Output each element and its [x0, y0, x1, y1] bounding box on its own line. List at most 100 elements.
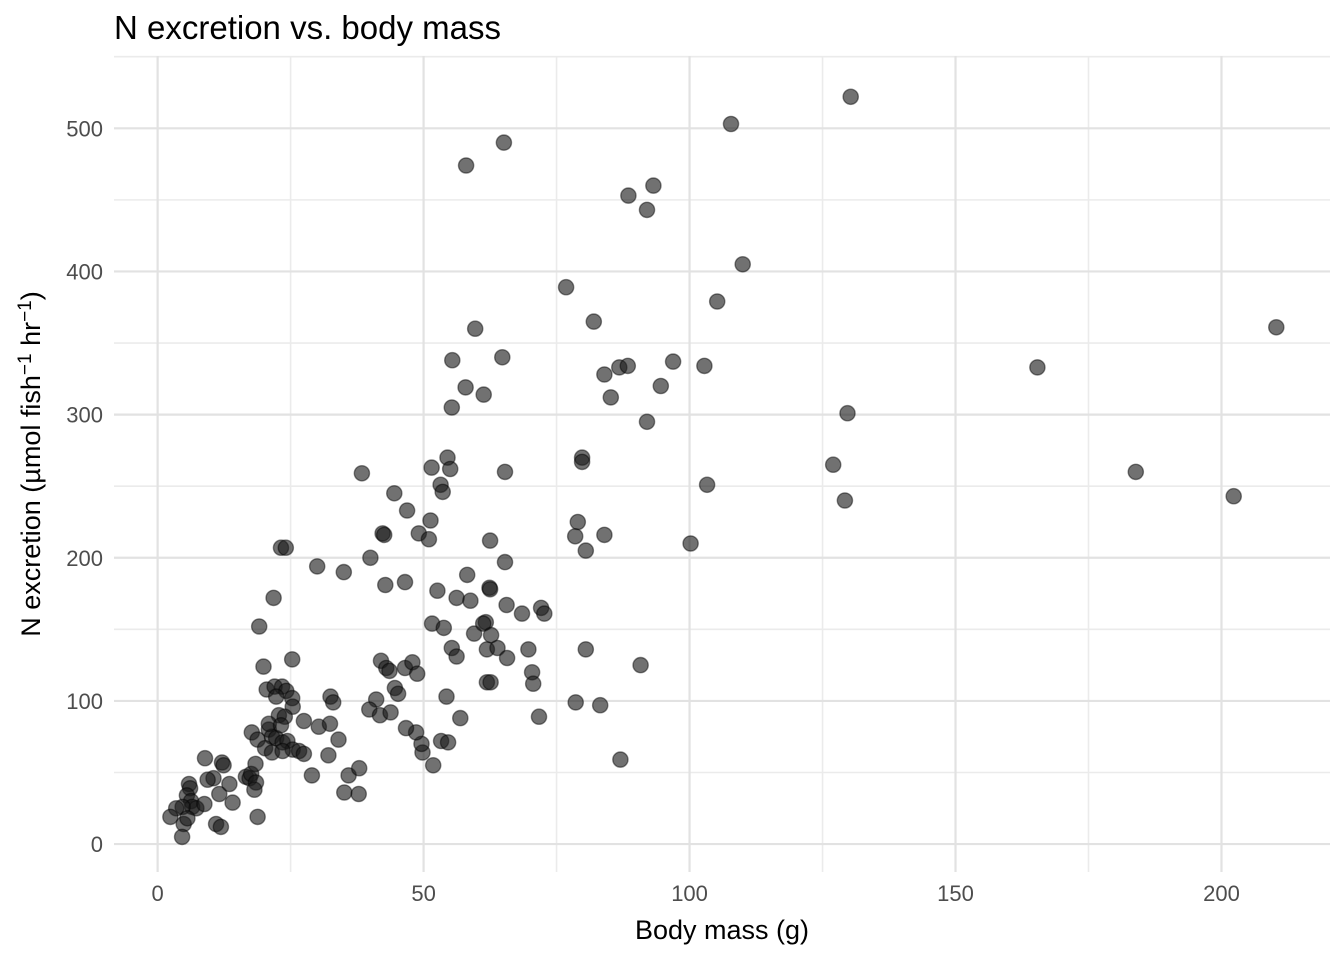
data-point: [443, 351, 461, 369]
data-point: [489, 639, 506, 657]
data-point: [422, 512, 439, 529]
data-point: [567, 694, 585, 711]
x-axis-title: Body mass (g): [635, 915, 809, 945]
data-point: [443, 399, 461, 416]
data-point: [457, 379, 474, 396]
y-tick-label: 400: [66, 259, 103, 284]
data-point: [247, 755, 264, 773]
data-point: [536, 605, 553, 622]
data-point: [179, 810, 196, 827]
data-point: [335, 563, 353, 581]
data-point: [481, 581, 499, 598]
x-tick-label: 50: [411, 881, 435, 906]
data-point: [708, 293, 726, 310]
data-point: [277, 539, 295, 557]
data-point: [396, 573, 414, 591]
data-point: [397, 719, 415, 737]
data-point: [308, 558, 326, 575]
data-point: [577, 542, 595, 559]
data-point: [381, 662, 398, 680]
data-point: [836, 492, 854, 509]
data-point: [457, 157, 475, 174]
y-axis-title: N excretion (µmol fish−1 hr−1): [15, 291, 46, 637]
data-point: [250, 618, 268, 635]
data-point: [481, 532, 499, 549]
data-point: [173, 828, 191, 846]
data-point: [493, 348, 511, 366]
data-point: [466, 320, 484, 338]
data-point: [255, 658, 272, 675]
data-point: [474, 615, 492, 632]
data-point: [557, 278, 575, 296]
x-tick-label: 100: [671, 881, 708, 906]
data-point: [498, 596, 515, 614]
data-point: [196, 795, 213, 813]
data-point: [842, 88, 860, 106]
gridlines-major: [114, 56, 1330, 872]
data-point: [448, 589, 465, 607]
data-point: [340, 767, 357, 784]
data-point: [295, 745, 313, 763]
data-point: [596, 366, 613, 383]
data-point: [645, 177, 662, 194]
data-point: [496, 553, 514, 571]
data-point: [566, 528, 584, 545]
data-point: [424, 757, 442, 774]
data-point: [577, 641, 595, 658]
data-point: [199, 771, 216, 789]
y-tick-labels: 0 100 200 300 400 500: [66, 116, 103, 857]
data-point: [249, 808, 266, 826]
data-point: [682, 535, 699, 552]
data-point: [162, 808, 179, 826]
data-point: [303, 767, 321, 784]
data-point: [330, 731, 347, 748]
data-point: [376, 576, 394, 594]
data-point: [638, 413, 656, 431]
data-point: [324, 694, 342, 711]
data-point: [824, 456, 842, 474]
data-point: [441, 460, 459, 478]
x-tick-label: 200: [1203, 881, 1240, 906]
y-tick-label: 200: [66, 546, 103, 571]
data-point: [652, 377, 670, 395]
data-point: [465, 625, 483, 642]
data-point: [448, 648, 465, 665]
data-point: [585, 313, 603, 330]
x-tick-label: 0: [151, 881, 163, 906]
data-point: [1127, 463, 1145, 481]
data-point: [620, 187, 637, 204]
data-point: [734, 255, 752, 273]
data-point: [451, 709, 469, 727]
data-point: [619, 357, 637, 375]
y-tick-label: 100: [66, 689, 103, 714]
data-point: [498, 649, 516, 667]
data-point: [196, 749, 214, 767]
data-point: [698, 476, 716, 494]
data-points: [162, 88, 1285, 846]
data-point: [722, 115, 740, 133]
data-point: [439, 734, 457, 751]
data-point: [246, 781, 263, 799]
data-point: [429, 582, 446, 600]
data-point: [420, 530, 438, 548]
chart-title: N excretion vs. body mass: [114, 9, 501, 46]
data-point: [283, 651, 301, 668]
data-point: [320, 747, 337, 764]
data-point: [382, 704, 399, 721]
data-point: [221, 775, 238, 793]
data-point: [458, 566, 476, 584]
x-tick-labels: 0 50 100 150 200: [151, 881, 1239, 906]
data-point: [423, 459, 440, 476]
data-point: [272, 717, 290, 734]
data-point: [482, 626, 500, 644]
data-point: [513, 605, 531, 622]
data-point: [1225, 487, 1242, 505]
data-point: [335, 784, 353, 801]
data-point: [602, 389, 620, 406]
data-point: [267, 688, 285, 705]
data-point: [495, 134, 513, 151]
data-point: [482, 674, 499, 691]
data-point: [224, 794, 241, 811]
